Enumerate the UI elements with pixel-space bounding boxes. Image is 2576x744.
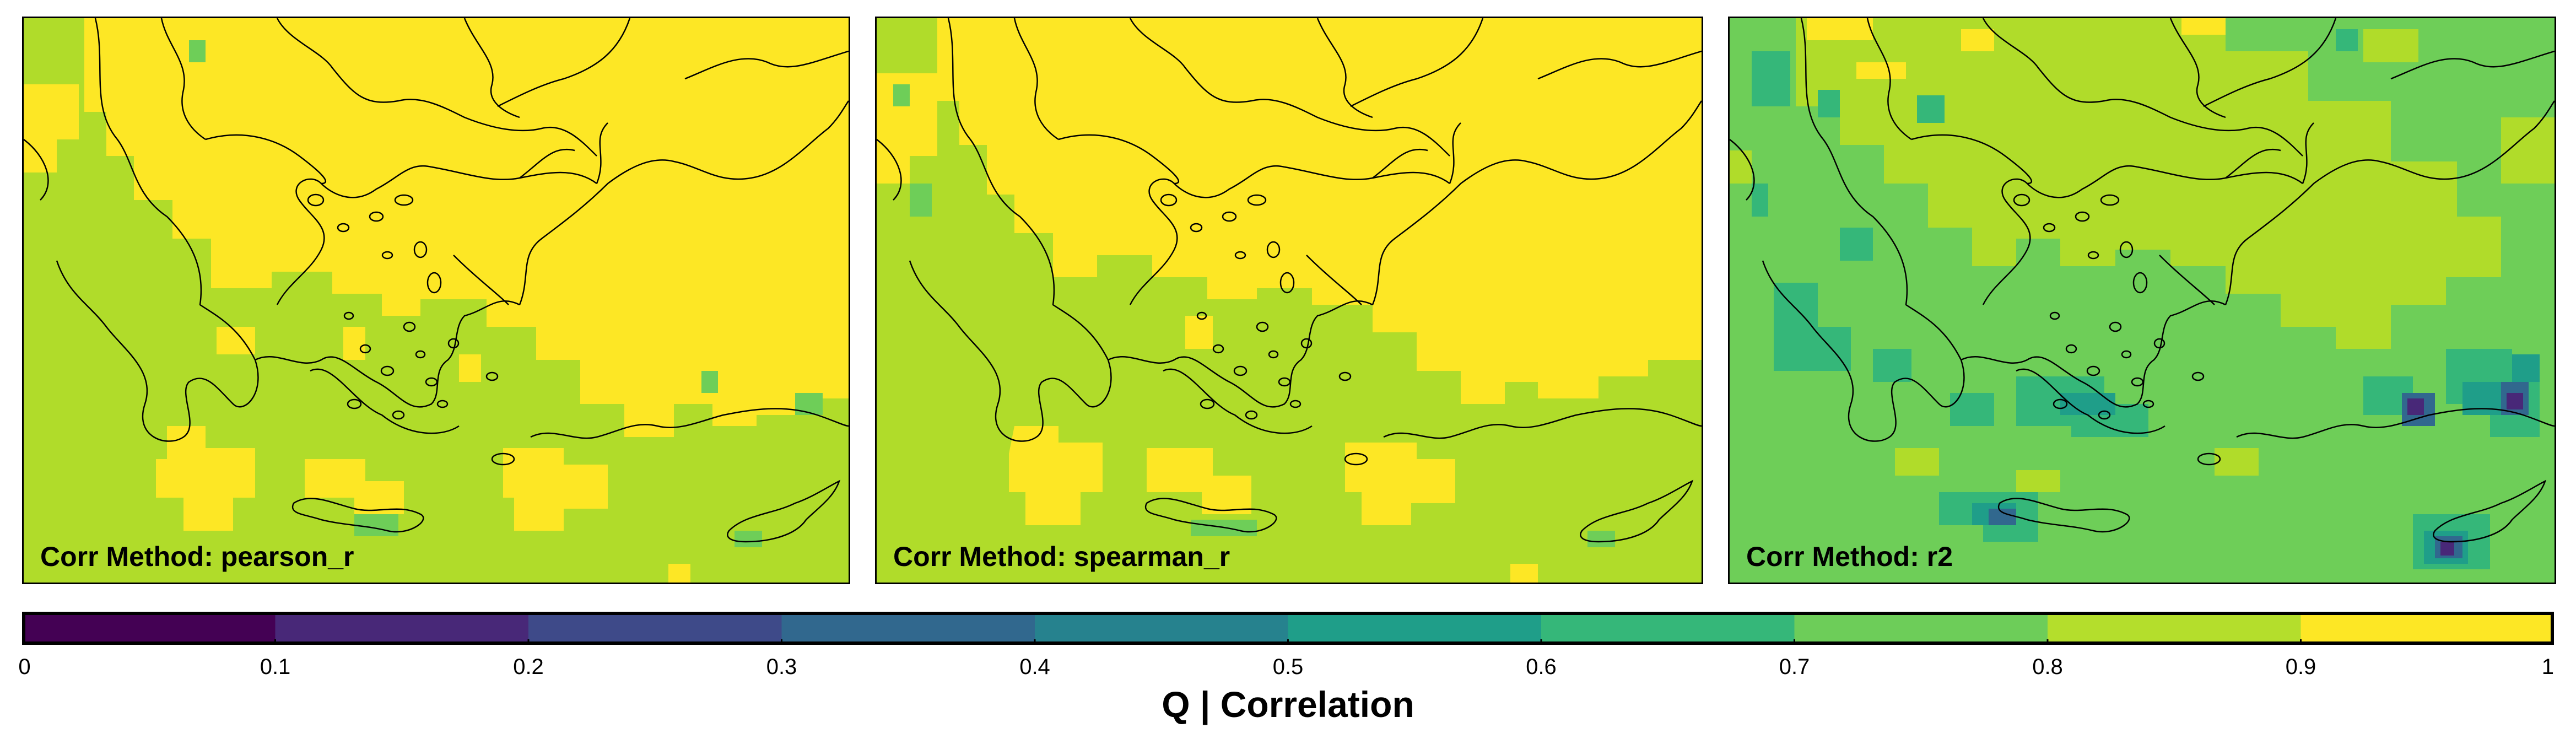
colorbar-tick-label: 0.8 xyxy=(2032,655,2063,679)
correlation-map xyxy=(24,18,849,583)
colorbar-tick-label: 0.4 xyxy=(1019,655,1050,679)
colorbar xyxy=(22,612,2554,645)
map-panel-spearman: Corr Method: spearman_r xyxy=(875,17,1703,584)
colorbar-title: Q | Correlation xyxy=(1162,684,1414,725)
colorbar-segment xyxy=(2048,612,2301,645)
colorbar-tick-label: 0.9 xyxy=(2285,655,2316,679)
map-panel-r2: Corr Method: r2 xyxy=(1728,17,2556,584)
colorbar-tick-label: 0.3 xyxy=(766,655,797,679)
colorbar-tick-label: 0.7 xyxy=(1779,655,1810,679)
colorbar-tick-label: 0.1 xyxy=(260,655,291,679)
colorbar-segment xyxy=(1794,612,2048,645)
colorbar-segment xyxy=(2300,612,2554,645)
colorbar-tick-label: 1 xyxy=(2541,655,2554,679)
colorbar-tick-label: 0.6 xyxy=(1526,655,1557,679)
colorbar-tick-label: 0 xyxy=(18,655,31,679)
colorbar-tick-label: 0.5 xyxy=(1272,655,1304,679)
map-panel-pearson: Corr Method: pearson_r xyxy=(22,17,850,584)
panel-label: Corr Method: spearman_r xyxy=(893,541,1230,572)
colorbar-segment xyxy=(275,612,529,645)
panel-label: Corr Method: pearson_r xyxy=(40,541,354,572)
colorbar-segment xyxy=(528,612,782,645)
colorbar-segment xyxy=(1288,612,1542,645)
correlation-map xyxy=(1730,18,2555,569)
correlation-map xyxy=(877,18,1702,583)
colorbar-segment xyxy=(22,612,276,645)
panel-label: Corr Method: r2 xyxy=(1746,541,1953,572)
colorbar-segment xyxy=(1541,612,1795,645)
colorbar-tick-label: 0.2 xyxy=(513,655,544,679)
colorbar-segment xyxy=(781,612,1035,645)
colorbar-segment xyxy=(1035,612,1288,645)
